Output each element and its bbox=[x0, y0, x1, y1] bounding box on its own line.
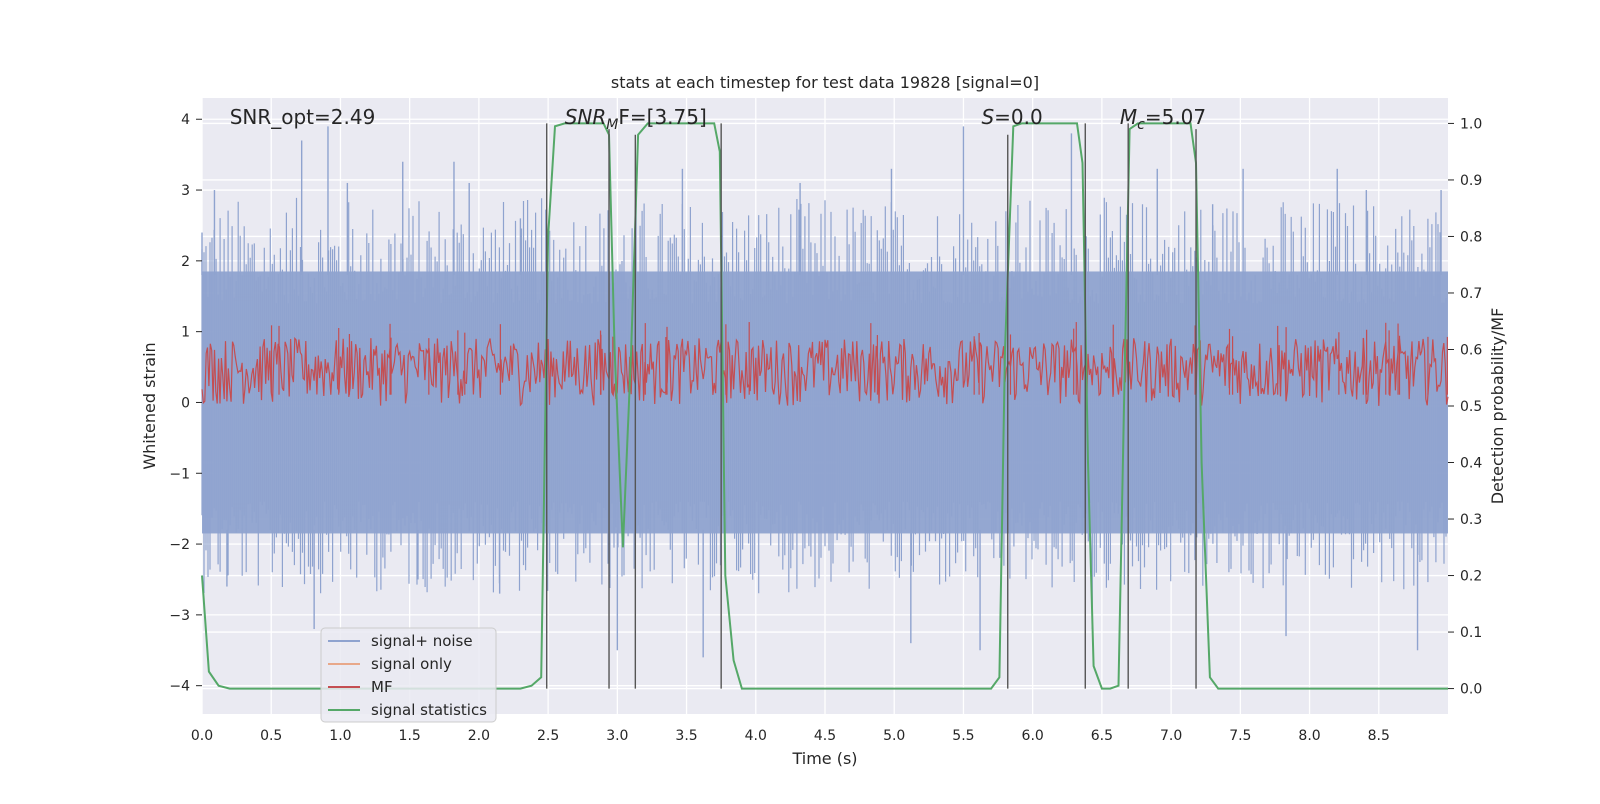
y2-tick-label: 0.7 bbox=[1460, 286, 1482, 302]
y-axis-ticks: 4 3 2 1 0 −1 −2 −3 −4 bbox=[169, 112, 202, 695]
x-tick-label: 0.0 bbox=[191, 728, 213, 744]
y-tick-label: 3 bbox=[181, 183, 190, 199]
x-tick-label: 0.5 bbox=[260, 728, 282, 744]
x-tick-label: 3.5 bbox=[675, 728, 697, 744]
x-tick-label: 8.0 bbox=[1298, 728, 1320, 744]
annotation-3: Mc=5.07 bbox=[1120, 105, 1206, 133]
detection-markers bbox=[546, 123, 1197, 689]
y-tick-label: 2 bbox=[181, 254, 190, 270]
chart-title: stats at each timestep for test data 198… bbox=[611, 73, 1039, 92]
x-axis-ticks: 0.0 0.5 1.0 1.5 2.0 2.5 3.0 3.5 4.0 4.5 5.0 5.5 6.0 6… bbox=[191, 728, 1390, 744]
x-tick-label: 4.5 bbox=[814, 728, 836, 744]
y2-tick-label: 0.2 bbox=[1460, 569, 1482, 585]
x-tick-label: 3.0 bbox=[606, 728, 628, 744]
y2-tick-label: 0.4 bbox=[1460, 456, 1482, 472]
y2-tick-label: 0.6 bbox=[1460, 342, 1482, 358]
x-tick-label: 2.5 bbox=[537, 728, 559, 744]
legend-label-signal-statistics: signal statistics bbox=[371, 701, 487, 719]
y2-tick-label: 0.1 bbox=[1460, 625, 1482, 641]
y2-tick-label: 0.3 bbox=[1460, 512, 1482, 528]
y2-tick-label: 0.9 bbox=[1460, 173, 1482, 189]
x-tick-label: 5.5 bbox=[952, 728, 974, 744]
annotation-2: S=0.0 bbox=[981, 105, 1042, 129]
series-mf bbox=[201, 322, 1449, 407]
y2-tick-label: 1.0 bbox=[1460, 116, 1482, 132]
x-tick-label: 1.0 bbox=[329, 728, 351, 744]
x-tick-label: 5.0 bbox=[883, 728, 905, 744]
x-tick-label: 7.5 bbox=[1229, 728, 1251, 744]
x-tick-label: 6.5 bbox=[1091, 728, 1113, 744]
y-tick-label: 0 bbox=[181, 395, 190, 411]
x-tick-label: 8.5 bbox=[1368, 728, 1390, 744]
x-tick-label: 4.0 bbox=[745, 728, 767, 744]
y2-tick-label: 0.0 bbox=[1460, 682, 1482, 698]
y-tick-label: −4 bbox=[169, 679, 190, 695]
annotation-1: SNRMF=[3.75] bbox=[565, 105, 707, 133]
y2-tick-label: 0.8 bbox=[1460, 229, 1482, 245]
legend-label-signal-noise: signal+ noise bbox=[371, 632, 473, 650]
legend: signal+ noise signal only MF signal stat… bbox=[320, 627, 497, 723]
y2-axis-ticks: 1.0 0.9 0.8 0.7 0.6 0.5 0.4 0.3 0.2 0.1 0.0 bbox=[1448, 116, 1482, 698]
y-tick-label: −1 bbox=[169, 466, 190, 482]
y-axis-label: Whitened strain bbox=[140, 342, 159, 469]
legend-label-signal-only: signal only bbox=[371, 655, 452, 673]
y2-axis-label: Detection probability/MF bbox=[1488, 308, 1507, 505]
y-tick-label: 1 bbox=[181, 325, 190, 341]
legend-label-mf: MF bbox=[371, 678, 393, 696]
y2-tick-label: 0.5 bbox=[1460, 399, 1482, 415]
annotations: SNR_opt=2.49 SNRMF=[3.75] S=0.0 Mc=5.07 bbox=[230, 105, 1206, 133]
legend-box bbox=[320, 627, 497, 723]
y-tick-label: 4 bbox=[181, 112, 190, 128]
y-tick-label: −2 bbox=[169, 537, 190, 553]
x-tick-label: 1.5 bbox=[399, 728, 421, 744]
x-tick-label: 6.0 bbox=[1022, 728, 1044, 744]
x-tick-label: 7.0 bbox=[1160, 728, 1182, 744]
x-axis-label: Time (s) bbox=[791, 749, 857, 768]
x-tick-label: 2.0 bbox=[468, 728, 490, 744]
annotation-0: SNR_opt=2.49 bbox=[230, 105, 376, 129]
y-tick-label: −3 bbox=[169, 608, 190, 624]
mf-trace bbox=[201, 336, 1449, 407]
